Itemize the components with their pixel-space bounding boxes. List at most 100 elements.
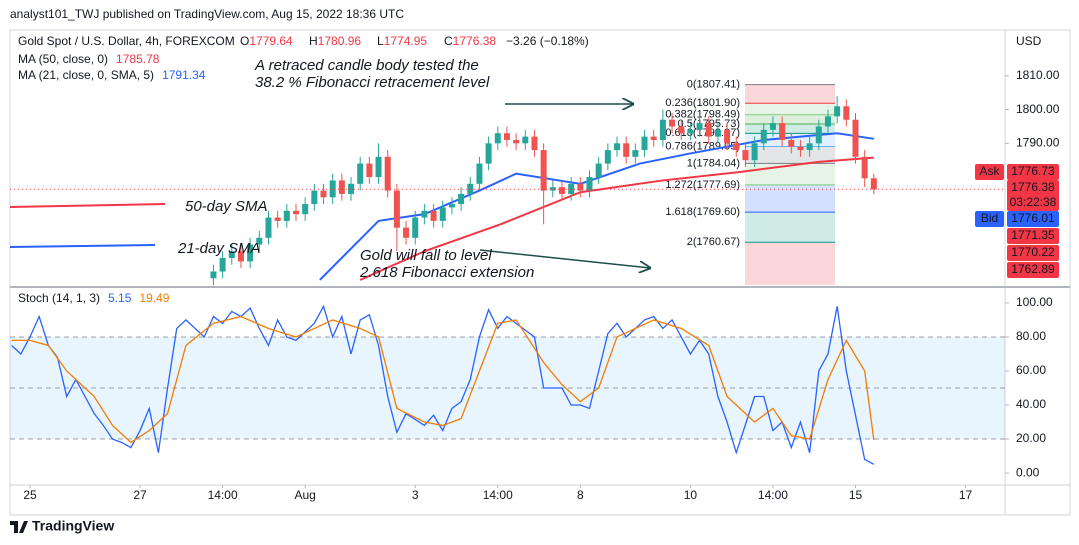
fib-zone [745,133,835,147]
candle-body [733,143,740,151]
price-tag-box [1007,262,1059,278]
price-tag-box [1007,211,1059,227]
stoch-y-tick-label: 80.00 [1016,329,1046,343]
frame [9,29,1071,516]
fib-zone [745,124,835,134]
ma-value: 1785.78 [116,52,160,66]
ma-value: 1791.34 [162,68,206,82]
ma-legend: MA (50, close, 0) 1785.78 [18,52,160,66]
x-tick-label: 17 [959,488,973,502]
fib-label: 0(1807.41) [687,79,740,91]
candle-body [779,123,786,140]
candle-body [824,116,831,127]
candle-body [861,156,868,179]
chart-title: Gold Spot / U.S. Dollar, 4h, FOREXCOM [18,34,235,48]
countdown: 03:22:38 [1010,195,1057,209]
x-tick-label: 14:00 [483,488,513,502]
candle-body [412,217,419,238]
stoch-y-tick-label: 60.00 [1016,363,1046,377]
candle-body [577,183,584,191]
y-tick-label: 1810.00 [1016,68,1060,82]
fib-label: 1.618(1769.60) [665,206,740,218]
candle-body [705,123,712,137]
fib-label: 0.236(1801.90) [665,97,740,109]
x-tick-label: 14:00 [208,488,238,502]
candle-body [714,129,721,137]
tag-label-box [975,211,1004,227]
last-price-box [1007,180,1059,211]
price-tag: 1762.89 [1011,262,1055,276]
stoch-line [11,315,875,444]
candle-body [247,244,254,262]
candle-body [751,143,758,161]
candle-body [870,178,877,190]
currency: USD [1016,34,1042,48]
ohlc-label: C [444,34,453,48]
annotation: A retraced candle body tested the [254,57,479,74]
candle-body [568,183,575,194]
fib-zone [745,114,835,125]
fib-zone [745,103,835,115]
y-tick-label: 1800.00 [1016,102,1060,116]
candle-body [219,258,226,272]
candle-body [769,123,776,130]
sma21-drawing [9,244,156,248]
candle-body [669,119,676,127]
candle-body [558,187,565,194]
x-tick-label: 10 [684,488,698,502]
stoch-legend: Stoch (14, 1, 3) 5.15 19.49 [18,291,170,305]
last-price-tag: 1776.38 [1011,180,1055,194]
ohlc-item: O1779.64 [240,34,293,48]
stoch-y-tick-label: 100.00 [1016,295,1053,309]
candle-body [678,126,685,134]
candle-body [357,163,364,184]
annotation: 50-day SMA [185,198,268,215]
stoch-pane [10,304,1005,465]
price-tag: 1771.35 [1011,228,1055,242]
candle-body [237,251,244,262]
candle-body [403,227,410,238]
price-tag: 1776.73 [1011,164,1055,178]
candle-body [632,150,639,157]
ma-name: MA (21, close, 0, SMA, 5) [18,68,154,82]
candle-body [742,150,749,161]
price-tag: 1776.01 [1011,211,1055,225]
annotation: Gold will fall to level [360,247,492,264]
fib-zone [745,163,835,185]
ohlc-value: 1780.96 [318,34,362,48]
candle-body [797,146,804,151]
candle-body [265,217,272,238]
stoch-value: 19.49 [139,291,169,305]
tag-label: Bid [981,211,998,225]
ohlc-value: 1774.95 [384,34,428,48]
tag-label: Ask [979,164,1000,178]
ma-legend: MA (21, close, 0, SMA, 5) 1791.34 [18,68,206,82]
candle-body [696,123,703,130]
fib-label: 0.786(1789.05) [665,140,740,152]
candle-body [641,136,648,151]
ohlc-value: 1776.38 [453,34,497,48]
x-tick-label: 15 [849,488,863,502]
candle-body [366,163,373,178]
candle-body [348,183,355,194]
candle-body [586,177,593,191]
candle-body [421,210,428,218]
candle-body [604,150,611,164]
candle-body [623,143,630,157]
ohlc-item: L1774.95 [377,34,427,48]
candle-body [329,180,336,198]
candle-body [256,237,263,245]
price-tag-box [1007,245,1059,261]
candle-body [393,190,400,228]
candle-body [540,150,547,191]
change: −3.26 (−0.18%) [506,34,589,48]
candle-body [806,143,813,151]
candle-body [843,106,850,120]
candle-body [458,193,465,205]
candle-body [549,187,556,191]
candle-body [439,207,446,221]
stoch-y-tick-label: 0.00 [1016,465,1040,479]
